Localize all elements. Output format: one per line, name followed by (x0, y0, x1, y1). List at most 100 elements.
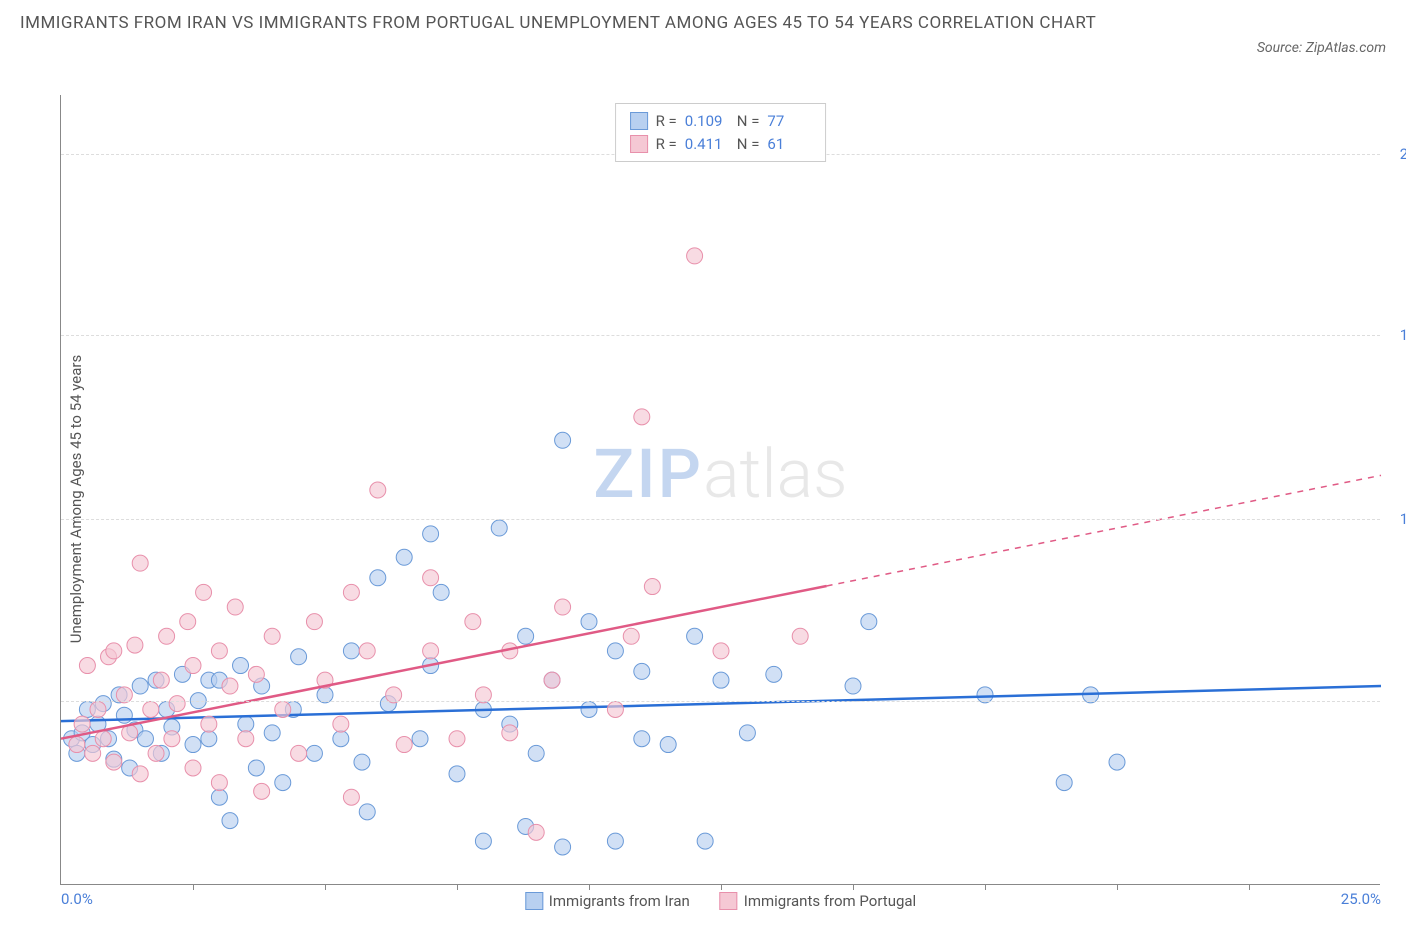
x-tick (457, 884, 458, 890)
data-point (306, 745, 322, 761)
data-point (127, 637, 143, 653)
data-point (211, 643, 227, 659)
x-tick (1117, 884, 1118, 890)
data-point (333, 731, 349, 747)
scatter-svg (61, 95, 1380, 884)
y-tick-label: 18.8% (1400, 326, 1406, 344)
data-point (423, 526, 439, 542)
y-tick-label: 12.5% (1400, 510, 1406, 528)
data-point (222, 813, 238, 829)
data-point (238, 731, 254, 747)
data-point (275, 701, 291, 717)
data-point (185, 737, 201, 753)
data-point (465, 614, 481, 630)
data-point (264, 628, 280, 644)
data-point (449, 766, 465, 782)
data-point (475, 833, 491, 849)
data-point (1109, 754, 1125, 770)
data-point (713, 643, 729, 659)
data-point (137, 731, 153, 747)
data-point (159, 628, 175, 644)
n-value-iran: 77 (767, 110, 811, 133)
data-point (74, 716, 90, 732)
data-point (861, 614, 877, 630)
data-point (143, 701, 159, 717)
data-point (185, 658, 201, 674)
data-point (233, 658, 249, 674)
data-point (449, 731, 465, 747)
data-point (607, 701, 623, 717)
bottom-legend-item: Immigrants from Iran (525, 892, 690, 910)
data-point (433, 584, 449, 600)
data-point (211, 775, 227, 791)
swatch-iran (630, 112, 648, 130)
data-point (343, 643, 359, 659)
data-point (196, 584, 212, 600)
data-point (792, 628, 808, 644)
x-tick (853, 884, 854, 890)
data-point (370, 570, 386, 586)
data-point (180, 614, 196, 630)
data-point (581, 614, 597, 630)
swatch (525, 892, 543, 910)
bottom-legend-item: Immigrants from Portugal (720, 892, 916, 910)
data-point (660, 737, 676, 753)
x-tick-label: 25.0% (1341, 890, 1381, 908)
data-point (644, 579, 660, 595)
data-point (343, 584, 359, 600)
x-tick (1249, 884, 1250, 890)
x-tick (193, 884, 194, 890)
data-point (254, 783, 270, 799)
data-point (713, 672, 729, 688)
gridline (61, 701, 1380, 702)
data-point (581, 701, 597, 717)
data-point (185, 760, 201, 776)
data-point (607, 643, 623, 659)
data-point (116, 707, 132, 723)
data-point (845, 678, 861, 694)
x-tick (721, 884, 722, 890)
x-tick (985, 884, 986, 890)
r-label: R = (656, 133, 677, 156)
data-point (544, 672, 560, 688)
data-point (502, 725, 518, 741)
r-value-iran: 0.109 (685, 110, 729, 133)
data-point (607, 833, 623, 849)
data-point (306, 614, 322, 630)
trend-line (61, 586, 827, 739)
data-point (555, 599, 571, 615)
data-point (132, 766, 148, 782)
trend-line-dashed (827, 475, 1381, 586)
data-point (528, 745, 544, 761)
data-point (359, 643, 375, 659)
legend-label: Immigrants from Iran (549, 892, 690, 910)
correlation-legend: R = 0.109 N = 77 R = 0.411 N = 61 (615, 103, 827, 162)
x-tick-label: 0.0% (61, 890, 93, 908)
data-point (95, 731, 111, 747)
data-point (1056, 775, 1072, 791)
data-point (423, 570, 439, 586)
data-point (132, 555, 148, 571)
data-point (211, 789, 227, 805)
data-point (275, 775, 291, 791)
data-point (491, 520, 507, 536)
data-point (238, 716, 254, 732)
data-point (201, 716, 217, 732)
data-point (222, 678, 238, 694)
data-point (555, 432, 571, 448)
data-point (766, 666, 782, 682)
data-point (69, 737, 85, 753)
data-point (169, 696, 185, 712)
data-point (248, 760, 264, 776)
data-point (153, 672, 169, 688)
data-point (291, 745, 307, 761)
data-point (370, 482, 386, 498)
n-label: N = (737, 133, 760, 156)
data-point (291, 649, 307, 665)
data-point (697, 833, 713, 849)
data-point (90, 701, 106, 717)
data-point (518, 628, 534, 644)
data-point (634, 663, 650, 679)
data-point (687, 248, 703, 264)
data-point (227, 599, 243, 615)
